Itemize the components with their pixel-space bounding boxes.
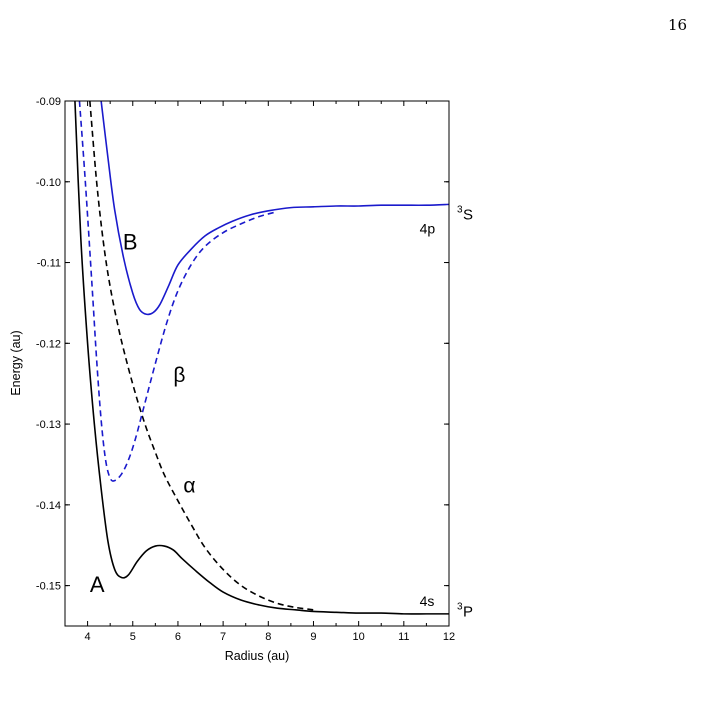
x-tick-label: 10 <box>353 631 365 643</box>
x-tick-label: 9 <box>310 631 316 643</box>
x-tick-label: 5 <box>130 631 136 643</box>
curve-annotation: A <box>90 572 105 597</box>
y-tick-label: -0.11 <box>37 258 61 270</box>
state-label-superscript: 3 <box>457 601 463 612</box>
series-line-3 <box>89 101 314 611</box>
y-tick-label: -0.12 <box>36 338 61 350</box>
series-line-2 <box>100 101 449 316</box>
y-tick-label: -0.14 <box>36 500 61 512</box>
x-tick-label: 7 <box>220 631 226 643</box>
ticks-layer: 4 5 6 7 8 9 10 11 12 -0.15 -0.14 -0.13 -0.12 -0.11 -0.… <box>36 96 455 643</box>
page-number: 16 <box>668 16 688 34</box>
curve-annotation: 4p <box>420 220 436 236</box>
x-tick-label: 11 <box>398 631 409 643</box>
y-tick-label: -0.13 <box>36 419 61 431</box>
curves-layer <box>74 101 449 615</box>
y-tick-label: -0.15 <box>36 581 61 593</box>
x-tick-label: 4 <box>85 631 91 643</box>
state-label: P <box>463 603 473 620</box>
state-label: S <box>463 207 473 224</box>
curve-annotation: α <box>183 475 195 498</box>
curve-annotation: β <box>173 364 185 387</box>
x-tick-label: 12 <box>443 631 455 643</box>
curve-annotation: B <box>123 230 138 255</box>
x-tick-label: 8 <box>265 631 271 643</box>
y-tick-label: -0.10 <box>36 177 61 189</box>
y-axis-title: Energy (au) <box>9 330 23 395</box>
y-tick-label: -0.09 <box>36 96 61 108</box>
series-line-4 <box>78 101 278 482</box>
x-tick-label: 6 <box>175 631 181 643</box>
state-label-superscript: 3 <box>457 205 463 216</box>
series-line-1 <box>74 101 449 615</box>
curve-annotation: 4s <box>420 593 435 609</box>
x-axis-title: Radius (au) <box>225 649 290 663</box>
plot-frame <box>64 100 450 627</box>
